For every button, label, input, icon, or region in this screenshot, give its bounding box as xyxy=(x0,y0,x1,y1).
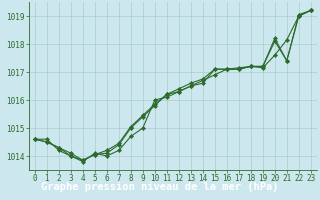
Text: Graphe pression niveau de la mer (hPa): Graphe pression niveau de la mer (hPa) xyxy=(41,182,279,192)
